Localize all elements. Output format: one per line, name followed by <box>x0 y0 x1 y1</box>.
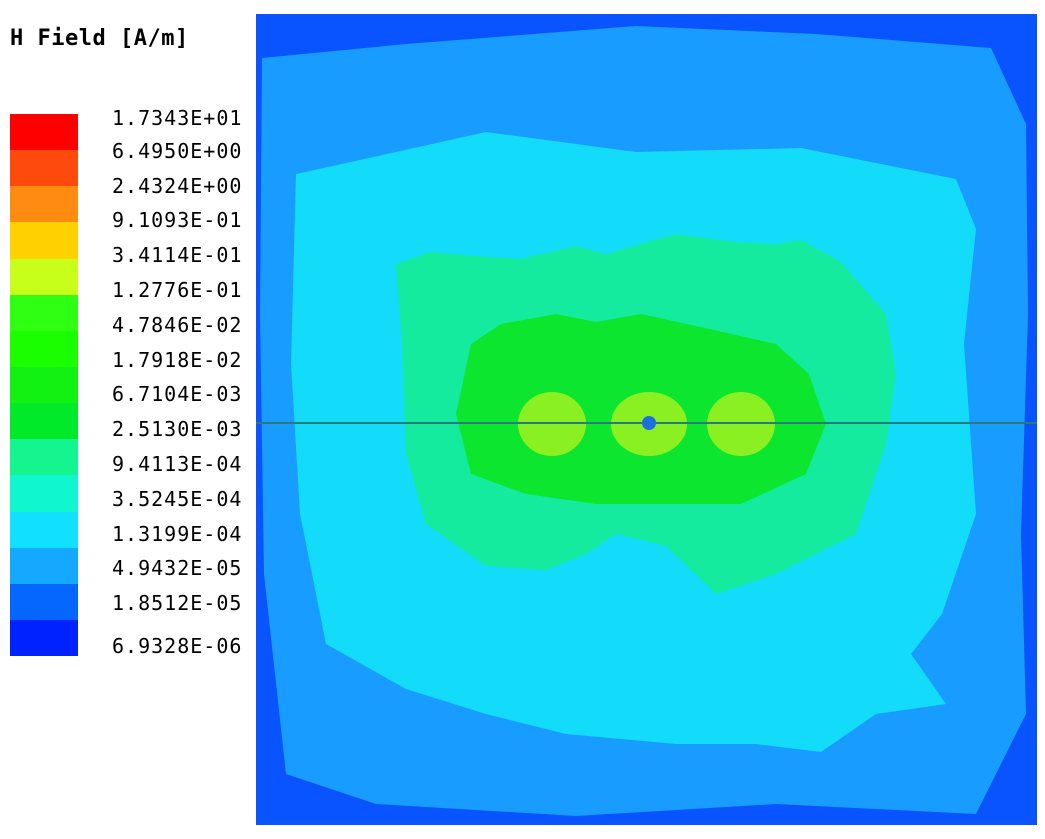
color-scale-swatch <box>10 259 78 295</box>
color-scale-level-label: 1.7343E+01 <box>112 108 262 128</box>
color-scale-swatch <box>10 186 78 222</box>
color-scale-level-label: 9.4113E-04 <box>112 454 262 474</box>
color-scale-level-label: 2.4324E+00 <box>112 176 262 196</box>
color-scale-swatch <box>10 295 78 331</box>
color-scale-level-label: 9.1093E-01 <box>112 210 262 230</box>
legend-title: H Field [A/m] <box>10 26 189 51</box>
color-scale-swatch <box>10 475 78 511</box>
color-scale-swatch <box>10 512 78 548</box>
color-scale-swatch <box>10 439 78 475</box>
color-scale-swatch <box>10 620 78 656</box>
color-scale-swatch <box>10 222 78 258</box>
source-point <box>642 416 656 430</box>
color-scale-bar <box>10 114 78 656</box>
color-scale-level-label: 6.9328E-06 <box>112 636 262 656</box>
color-scale-level-label: 4.7846E-02 <box>112 315 262 335</box>
color-scale-swatch <box>10 150 78 186</box>
color-scale-level-label: 2.5130E-03 <box>112 419 262 439</box>
color-scale-level-label: 1.8512E-05 <box>112 593 262 613</box>
h-field-contour-plot <box>256 14 1037 825</box>
color-scale-level-label: 3.4114E-01 <box>112 245 262 265</box>
color-scale-level-label: 1.7918E-02 <box>112 350 262 370</box>
color-scale-swatch <box>10 584 78 620</box>
color-scale-swatch <box>10 367 78 403</box>
color-scale-level-label: 6.4950E+00 <box>112 141 262 161</box>
color-scale-level-label: 6.7104E-03 <box>112 384 262 404</box>
color-scale-swatch <box>10 403 78 439</box>
color-scale-swatch <box>10 331 78 367</box>
color-scale-swatch <box>10 114 78 150</box>
color-scale-swatch <box>10 548 78 584</box>
color-scale-level-label: 4.9432E-05 <box>112 558 262 578</box>
color-scale-labels: 1.7343E+016.4950E+002.4324E+009.1093E-01… <box>112 114 262 656</box>
color-scale-level-label: 1.2776E-01 <box>112 280 262 300</box>
color-scale-level-label: 1.3199E-04 <box>112 524 262 544</box>
color-scale-level-label: 3.5245E-04 <box>112 489 262 509</box>
